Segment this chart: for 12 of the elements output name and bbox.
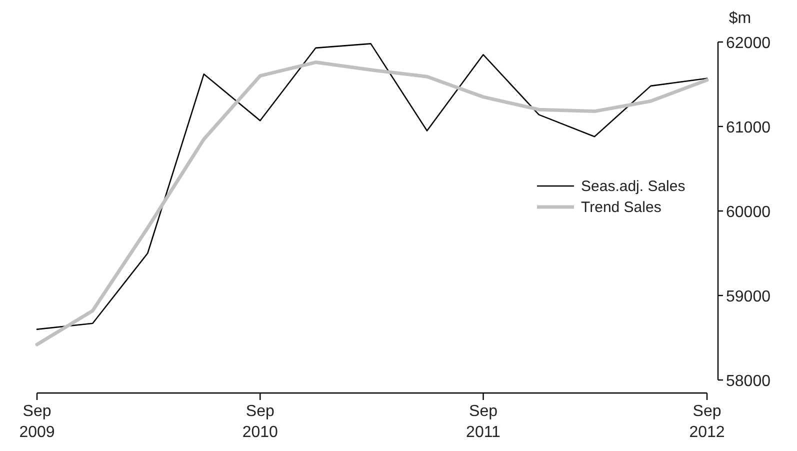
legend-label: Trend Sales [581,199,662,216]
y-axis-title: $m [728,10,752,27]
x-tick-label: Sep 2011 [466,403,501,441]
x-tick-label: Sep 2009 [19,403,55,441]
y-tick-label: 60000 [726,204,771,221]
y-tick-label: 62000 [726,35,771,52]
x-tick-label: Sep 2010 [242,403,278,441]
x-tick-label: Sep 2012 [689,403,725,441]
y-tick-label: 61000 [726,120,771,136]
legend-label: Seas.adj. Sales [581,178,686,195]
y-tick-label: 59000 [726,288,771,306]
y-tick-label: 58000 [726,373,771,390]
